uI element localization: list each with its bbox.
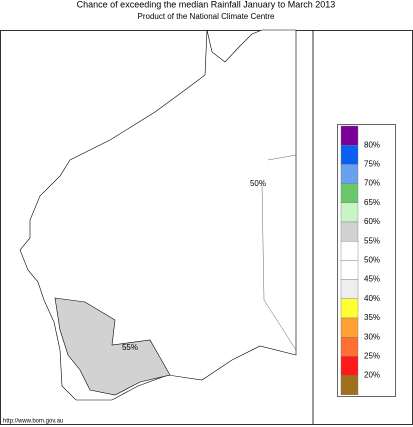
legend-swatch xyxy=(340,356,359,376)
region-55 xyxy=(54,297,171,396)
legend-label: 25% xyxy=(364,352,380,361)
region-label: 55% xyxy=(122,343,138,352)
legend-swatch xyxy=(340,240,359,261)
coastline xyxy=(19,29,297,401)
legend-label: 65% xyxy=(364,198,380,207)
legend-label: 75% xyxy=(364,160,380,169)
legend-swatch xyxy=(340,260,359,280)
legend-label: 40% xyxy=(364,294,380,303)
legend-swatch xyxy=(340,279,359,300)
legend-frame xyxy=(337,124,396,397)
legend-swatch xyxy=(340,298,359,319)
title: Chance of exceeding the median Rainfall … xyxy=(77,0,336,9)
legend-swatch xyxy=(340,125,359,146)
subtitle: Product of the National Climate Centre xyxy=(138,12,276,21)
legend-label: 45% xyxy=(364,275,380,284)
legend-label: 20% xyxy=(364,371,380,380)
legend-swatch xyxy=(340,202,359,223)
legend-swatch xyxy=(340,375,359,396)
legend-swatch xyxy=(340,144,359,165)
legend-label: 50% xyxy=(364,256,380,265)
legend-swatch xyxy=(340,337,359,357)
legend-swatch xyxy=(340,221,359,242)
legend-swatch xyxy=(340,183,359,204)
footer: http://www.bom.gov.au xyxy=(3,419,63,425)
legend-label: 80% xyxy=(364,140,380,149)
legend-swatch xyxy=(340,164,359,184)
legend-label: 70% xyxy=(364,179,380,188)
legend: 80% 75% 70% 65% 60% 55% 50% 45% 40% 35% 30% 25% 20% xyxy=(340,125,380,396)
legend-label: 55% xyxy=(364,236,380,245)
legend-label: 60% xyxy=(364,217,380,226)
contour xyxy=(261,154,297,351)
legend-label: 30% xyxy=(364,332,380,341)
legend-swatch xyxy=(340,317,359,338)
legend-label: 35% xyxy=(364,313,380,322)
region-label: 50% xyxy=(250,179,266,188)
